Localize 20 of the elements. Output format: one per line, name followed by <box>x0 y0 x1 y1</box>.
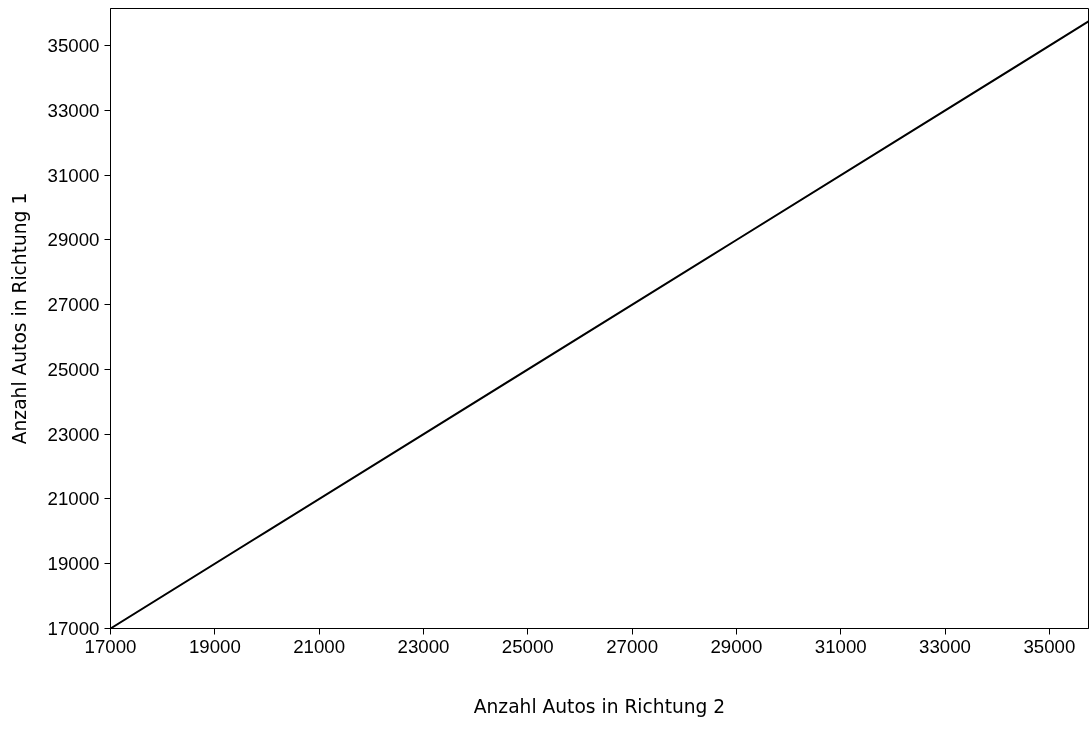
y-tick-label: 31000 <box>47 164 100 186</box>
x-axis-title: Anzahl Autos in Richtung 2 <box>473 695 726 717</box>
x-tick-label: 19000 <box>188 635 241 657</box>
x-tick-label: 31000 <box>814 635 867 657</box>
x-tick-label: 23000 <box>397 635 450 657</box>
y-tick-label: 33000 <box>47 99 100 121</box>
y-tick-label: 25000 <box>47 358 100 380</box>
y-tick-label: 21000 <box>47 488 100 510</box>
y-tick-label: 27000 <box>47 294 100 316</box>
x-tick-label: 35000 <box>1023 635 1076 657</box>
x-tick-label: 29000 <box>710 635 763 657</box>
x-tick-label: 27000 <box>606 635 659 657</box>
x-tick-label: 21000 <box>293 635 346 657</box>
x-tick-label: 25000 <box>501 635 554 657</box>
y-tick-label: 35000 <box>47 35 100 57</box>
y-tick-label: 29000 <box>47 229 100 251</box>
y-axis-title: Anzahl Autos in Richtung 1 <box>8 192 30 445</box>
x-tick-label: 33000 <box>919 635 972 657</box>
y-tick-label: 23000 <box>47 423 100 445</box>
y-tick-label: 19000 <box>47 553 100 575</box>
